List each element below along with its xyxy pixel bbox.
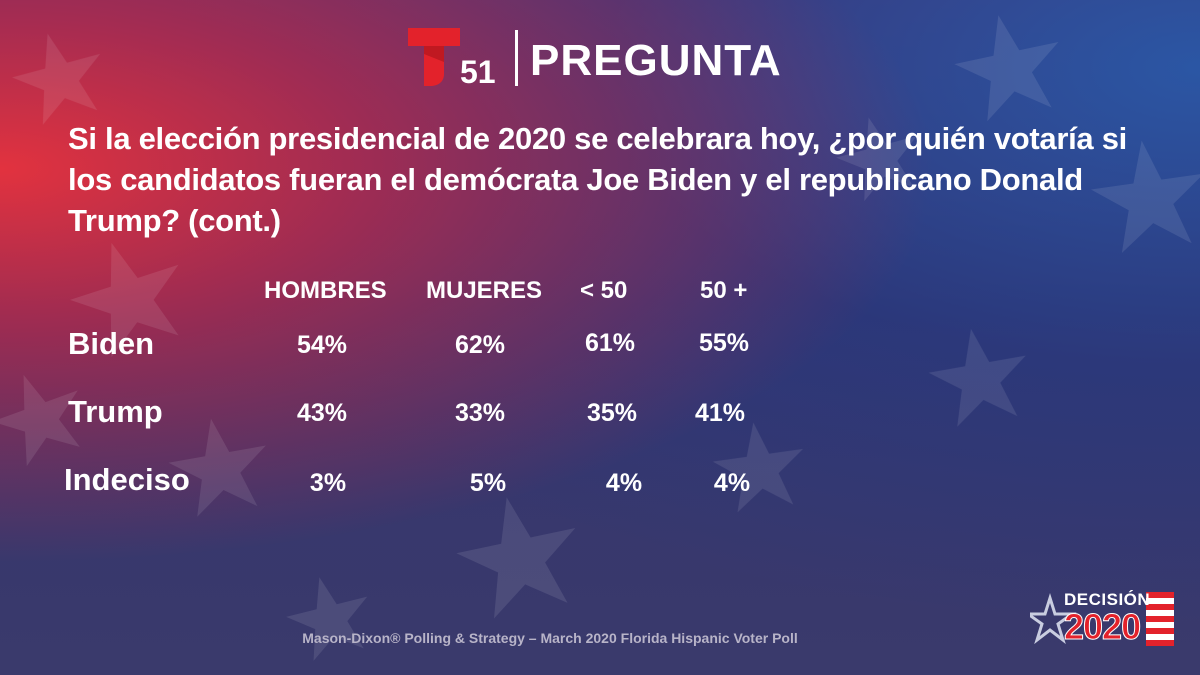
cell-biden-hombres: 54% (296, 331, 348, 359)
cell-trump-50-plus: 41% (694, 399, 746, 427)
row-label-indeciso: Indeciso (64, 462, 190, 497)
cell-trump-under-50: 35% (586, 399, 638, 427)
column-header-under-50: < 50 (580, 277, 628, 304)
row-label-biden: Biden (68, 326, 155, 361)
cell-biden-50-plus: 55% (698, 329, 750, 357)
channel-number: 51 (460, 54, 496, 90)
cell-biden-mujeres: 62% (454, 331, 506, 359)
source-footnote: Mason-Dixon® Polling & Strategy – March … (302, 630, 798, 646)
cell-indeciso-under-50: 4% (605, 469, 643, 497)
column-header-50-plus: 50 + (700, 277, 748, 304)
cell-trump-mujeres: 33% (454, 399, 506, 427)
column-header-mujeres: MUJERES (426, 277, 543, 304)
row-label-trump: Trump (68, 394, 163, 429)
cell-indeciso-hombres: 3% (309, 469, 347, 497)
question-text: Si la elección presidencial de 2020 se c… (68, 121, 1127, 238)
telemundo-logo: 51 (404, 26, 496, 90)
header-divider (515, 30, 518, 86)
badge-line2: 2020 (1063, 606, 1141, 648)
cell-biden-under-50: 61% (584, 329, 636, 357)
flag-stripes-icon (1146, 592, 1174, 646)
cell-indeciso-mujeres: 5% (469, 469, 507, 497)
decision-2020-badge: DECISIÓN 2020 (1030, 588, 1180, 650)
column-header-hombres: HOMBRES (264, 277, 387, 304)
header-title: PREGUNTA (530, 36, 782, 85)
star-outline-icon (1030, 592, 1077, 645)
badge-line1: DECISIÓN (1064, 590, 1151, 609)
cell-trump-hombres: 43% (296, 399, 348, 427)
cell-indeciso-50-plus: 4% (713, 469, 751, 497)
